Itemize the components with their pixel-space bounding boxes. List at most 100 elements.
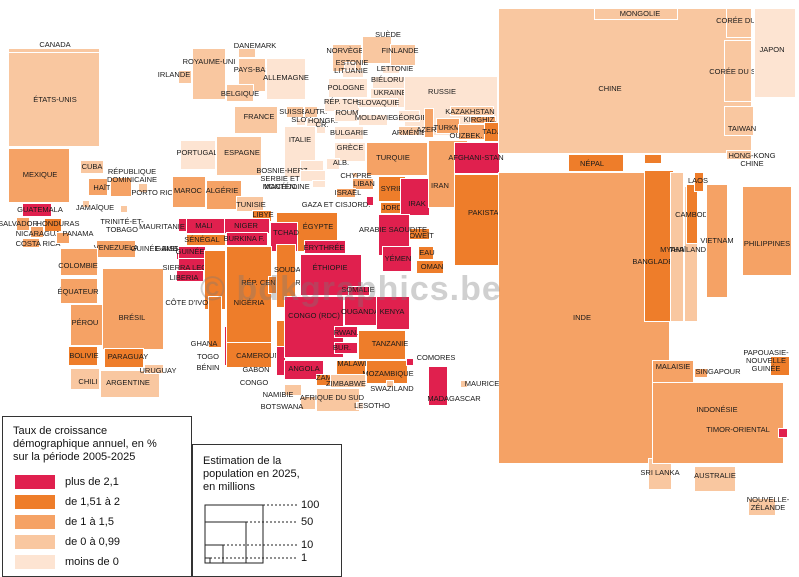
country-royaume-uni [192, 48, 226, 100]
country-ghana [208, 296, 222, 348]
legend-title: Taux de croissance démographique annuel,… [13, 425, 157, 463]
country-equateur [60, 278, 98, 304]
country-maroc [172, 176, 206, 208]
size-squares [204, 504, 297, 564]
country-paraguay [104, 348, 144, 368]
country-malaisie [652, 360, 694, 384]
country-bulgarie [334, 126, 364, 140]
country-alb [326, 158, 340, 170]
legend-label: de 1,51 à 2 [65, 496, 121, 508]
country-maurice [460, 380, 468, 388]
legend-swatch [15, 515, 55, 529]
country-label-trinite-et-tobago: TRINITÉ-ET-TOBAGO [100, 217, 144, 234]
country-koweit [408, 228, 430, 240]
country-bur [334, 342, 358, 354]
country-nouvelle-zelande [748, 498, 776, 516]
country-georgie [398, 110, 420, 122]
country-uruguay [144, 364, 164, 374]
country-turquie [366, 142, 428, 176]
country-kazakhstan [450, 106, 494, 116]
country-israel [336, 188, 356, 198]
country-kirghiz [470, 116, 496, 124]
country-porto-rico [138, 183, 148, 193]
legend-size-title: Estimation de la population en 2025, en … [203, 455, 300, 493]
country-belgique [226, 84, 254, 102]
country-chine [498, 8, 752, 154]
country-bresil [102, 268, 164, 350]
country-ouganda [344, 296, 380, 326]
country-laos [694, 172, 704, 192]
country-vietnam [706, 184, 728, 298]
country-afghani-stan [454, 142, 500, 174]
size-label-50: 50 [301, 516, 314, 528]
size-label-100: 100 [301, 499, 320, 511]
country-trinite-et-tobago [120, 205, 128, 213]
country-perou [70, 304, 104, 346]
country-autr [304, 106, 318, 118]
country-bhoutan [644, 154, 662, 164]
country-finlande [390, 44, 416, 66]
country-jamaique [82, 200, 90, 208]
country-bangladesh [644, 170, 674, 322]
country-costa-rica [22, 238, 40, 248]
legend-swatch [15, 475, 55, 489]
country-erythree [304, 240, 346, 254]
country-nepal [568, 154, 624, 172]
country-lituanie [342, 70, 364, 78]
country-australie [694, 466, 736, 492]
country-irlande [178, 70, 192, 84]
legend-swatch [15, 495, 55, 509]
country-cameroun [226, 342, 272, 368]
country-etats-unis [8, 52, 100, 147]
country-venezuela [96, 240, 136, 258]
country-gaza-et-cisjord [366, 196, 374, 206]
country-allemagne [266, 58, 306, 100]
country-coree-du-sud [724, 40, 752, 102]
country-yemen [382, 246, 412, 272]
country-chili [70, 368, 100, 390]
country-mali [186, 218, 226, 234]
country-madagascar [428, 366, 448, 406]
country-azerb [424, 108, 434, 138]
country-angola [284, 360, 324, 380]
legend-growth-rate: Taux de croissance démographique annuel,… [2, 416, 192, 577]
country-colombie [60, 248, 98, 276]
country-chypre [352, 172, 358, 178]
country-liberia [176, 270, 204, 282]
country-hong-kong-chine [726, 150, 752, 160]
legend-swatch [15, 555, 55, 569]
country-nicaragua [30, 226, 44, 238]
size-label-1: 1 [301, 552, 308, 564]
country-argentine [100, 370, 160, 398]
country-kenya [376, 296, 410, 330]
country-botswana [300, 396, 316, 410]
country-comores [406, 358, 414, 366]
country-namibie [284, 384, 302, 396]
country-taiwan [724, 106, 754, 136]
country-afrique-du-sud [316, 388, 360, 412]
country-nigeria [226, 246, 272, 356]
country-mexique [8, 148, 70, 203]
country-philippines [742, 186, 792, 276]
country-lettonie [382, 66, 400, 74]
legend-population-size: Estimation de la population en 2025, en … [192, 444, 342, 577]
country-guatemala [22, 203, 52, 217]
country-moldavie [358, 114, 388, 126]
country-timor-oriental [778, 428, 788, 438]
country-singapour [694, 368, 708, 378]
country-slov [296, 118, 306, 126]
country-bolivie [68, 346, 98, 366]
country-honduras [44, 218, 62, 232]
country-france [234, 106, 278, 134]
country-cr [316, 126, 326, 134]
country-senegal [186, 234, 226, 246]
country-oman [416, 260, 444, 274]
country-swaziland [386, 380, 394, 388]
country-label-congo: CONGO [239, 378, 269, 387]
country-espagne [216, 136, 262, 176]
country-indonesie [652, 382, 784, 464]
country-tunisie [236, 196, 264, 212]
country-papouasie-nouvelle-guinee [770, 356, 790, 376]
country-suisse [286, 106, 304, 118]
country-coree-du-nord [726, 8, 752, 38]
